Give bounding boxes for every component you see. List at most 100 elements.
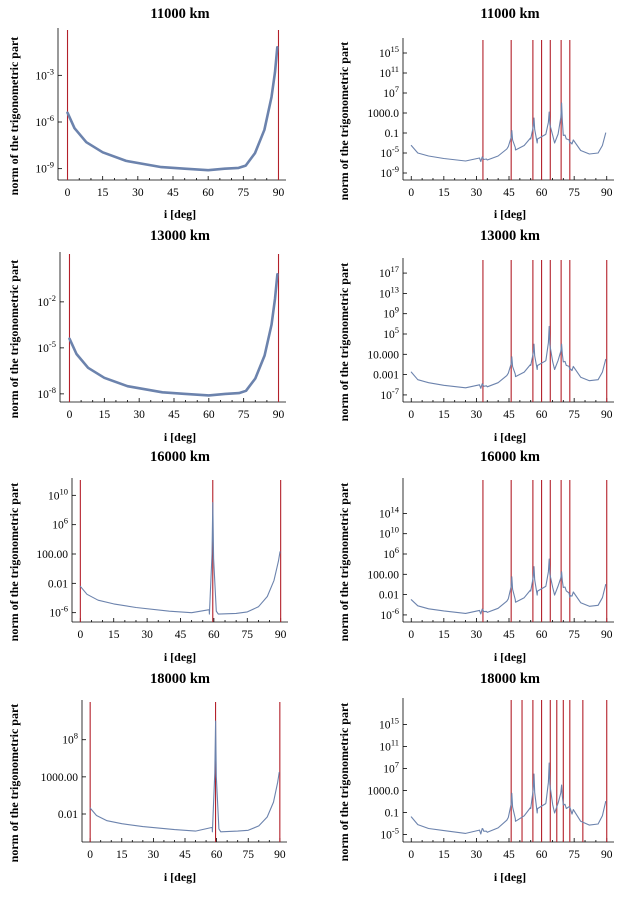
y-tick-base: 10 — [380, 148, 392, 160]
y-tick-exponent: 5 — [395, 325, 399, 335]
y-tick-base: 10 — [380, 610, 392, 622]
y-tick-base: 10 — [383, 329, 395, 341]
y-tick-label: 0.001 — [373, 370, 399, 382]
x-axis-label: i [deg] — [494, 650, 526, 664]
y-tick-base: 10 — [383, 549, 395, 561]
y-tick-label: 10-9 — [35, 160, 54, 176]
y-tick-exponent: 10 — [391, 525, 400, 535]
y-tick-exponent: -5 — [392, 826, 399, 836]
y-tick-exponent: 11 — [391, 64, 399, 74]
chart-panel-right-4: 18000 km0 15 30 45 60 75 9010-50.11000.0107101… — [337, 671, 614, 884]
data-series-line — [410, 558, 607, 615]
y-tick-base: 10 — [379, 742, 391, 754]
y-tick-label: 1000.0 — [367, 786, 399, 798]
x-tick-label: 0 — [408, 409, 414, 421]
y-tick-exponent: -5 — [49, 339, 56, 349]
y-tick-label: 0.01 — [379, 590, 399, 602]
y-tick-label: 105 — [383, 325, 399, 341]
y-axis-label: norm of the trigonometric part — [7, 483, 21, 642]
y-tick-exponent: -6 — [392, 606, 399, 616]
y-axis-label: norm of the trigonometric part — [337, 703, 351, 862]
x-tick-label: 30 — [141, 629, 153, 641]
y-tick-label: 1015 — [379, 44, 399, 60]
y-tick-label: 10-9 — [380, 164, 399, 180]
y-tick-exponent: 10 — [60, 486, 69, 496]
data-series-line — [410, 102, 607, 163]
y-tick-label: 10-6 — [35, 113, 54, 129]
x-tick-label: 30 — [471, 409, 483, 421]
x-tick-label: 75 — [238, 409, 250, 421]
y-tick-exponent: -9 — [392, 164, 399, 174]
y-tick-exponent: -8 — [49, 385, 56, 395]
y-tick-exponent: 15 — [391, 44, 400, 54]
y-tick-base: 100.00 — [367, 569, 399, 581]
y-tick-exponent: 13 — [391, 284, 400, 294]
y-tick-label: 107 — [383, 760, 399, 776]
chart-title: 16000 km — [480, 449, 540, 465]
y-tick-label: 1013 — [379, 284, 399, 300]
y-tick-base: 10 — [35, 164, 47, 176]
y-tick-label: 10-6 — [380, 606, 399, 622]
y-axis-label: norm of the trigonometric part — [337, 483, 351, 642]
y-tick-exponent: 6 — [64, 516, 68, 526]
y-tick-base: 10 — [52, 520, 64, 532]
x-axis-label: i [deg] — [164, 207, 196, 221]
y-axis-label: norm of the trigonometric part — [337, 263, 351, 422]
x-axis-label: i [deg] — [164, 430, 196, 444]
x-tick-label: 30 — [471, 187, 483, 199]
y-tick-label: 106 — [52, 516, 68, 532]
x-tick-label: 30 — [133, 409, 145, 421]
y-tick-label: 100.00 — [367, 569, 399, 581]
chart-title: 11000 km — [150, 6, 209, 22]
y-tick-base: 10 — [383, 88, 395, 100]
y-axis-label: norm of the trigonometric part — [337, 42, 351, 201]
y-tick-base: 1000.0 — [367, 786, 399, 798]
y-tick-exponent: -7 — [392, 386, 399, 396]
x-tick-label: 45 — [503, 849, 515, 861]
x-tick-label: 90 — [601, 409, 613, 421]
y-tick-label: 10-6 — [49, 604, 68, 620]
chart-title: 11000 km — [480, 6, 539, 22]
x-tick-label: 75 — [242, 629, 254, 641]
y-tick-base: 10 — [379, 508, 391, 520]
y-tick-label: 107 — [383, 84, 399, 100]
x-tick-label: 90 — [601, 629, 613, 641]
x-tick-label: 30 — [132, 187, 144, 199]
y-tick-base: 10.000 — [367, 349, 399, 361]
x-axis-label: i [deg] — [494, 870, 526, 884]
y-tick-label: 10-5 — [380, 826, 399, 842]
x-axis-label: i [deg] — [494, 430, 526, 444]
y-tick-base: 0.01 — [58, 809, 78, 821]
y-tick-base: 10 — [37, 389, 49, 401]
x-tick-label: 0 — [408, 629, 414, 641]
x-tick-label: 75 — [568, 409, 580, 421]
data-series-line — [89, 720, 280, 833]
data-series-line — [79, 502, 281, 615]
y-tick-label: 109 — [383, 305, 399, 321]
y-tick-label: 0.01 — [48, 578, 68, 590]
data-series-line — [66, 46, 279, 172]
x-axis-label: i [deg] — [164, 870, 196, 884]
y-tick-label: 1010 — [379, 525, 399, 541]
y-tick-base: 10 — [37, 297, 49, 309]
x-tick-label: 60 — [536, 187, 548, 199]
x-tick-label: 15 — [438, 629, 450, 641]
y-axis-label: norm of the trigonometric part — [7, 260, 21, 419]
chart-panel-right-3: 16000 km0 15 30 45 60 75 9010-60.01100.0010610… — [337, 449, 614, 664]
y-tick-base: 1000.0 — [367, 108, 399, 120]
x-tick-label: 75 — [568, 187, 580, 199]
y-tick-label: 108 — [62, 731, 78, 747]
chart-title: 18000 km — [150, 671, 210, 687]
y-tick-base: 10 — [379, 68, 391, 80]
x-tick-label: 45 — [503, 409, 515, 421]
x-tick-label: 75 — [568, 849, 580, 861]
y-tick-exponent: 6 — [395, 545, 399, 555]
data-series-line — [410, 762, 607, 835]
chart-title: 13000 km — [480, 228, 540, 244]
y-tick-label: 106 — [383, 545, 399, 561]
x-tick-label: 60 — [536, 849, 548, 861]
x-axis-label: i [deg] — [494, 207, 526, 221]
x-tick-label: 45 — [503, 629, 515, 641]
y-tick-base: 10 — [62, 735, 74, 747]
